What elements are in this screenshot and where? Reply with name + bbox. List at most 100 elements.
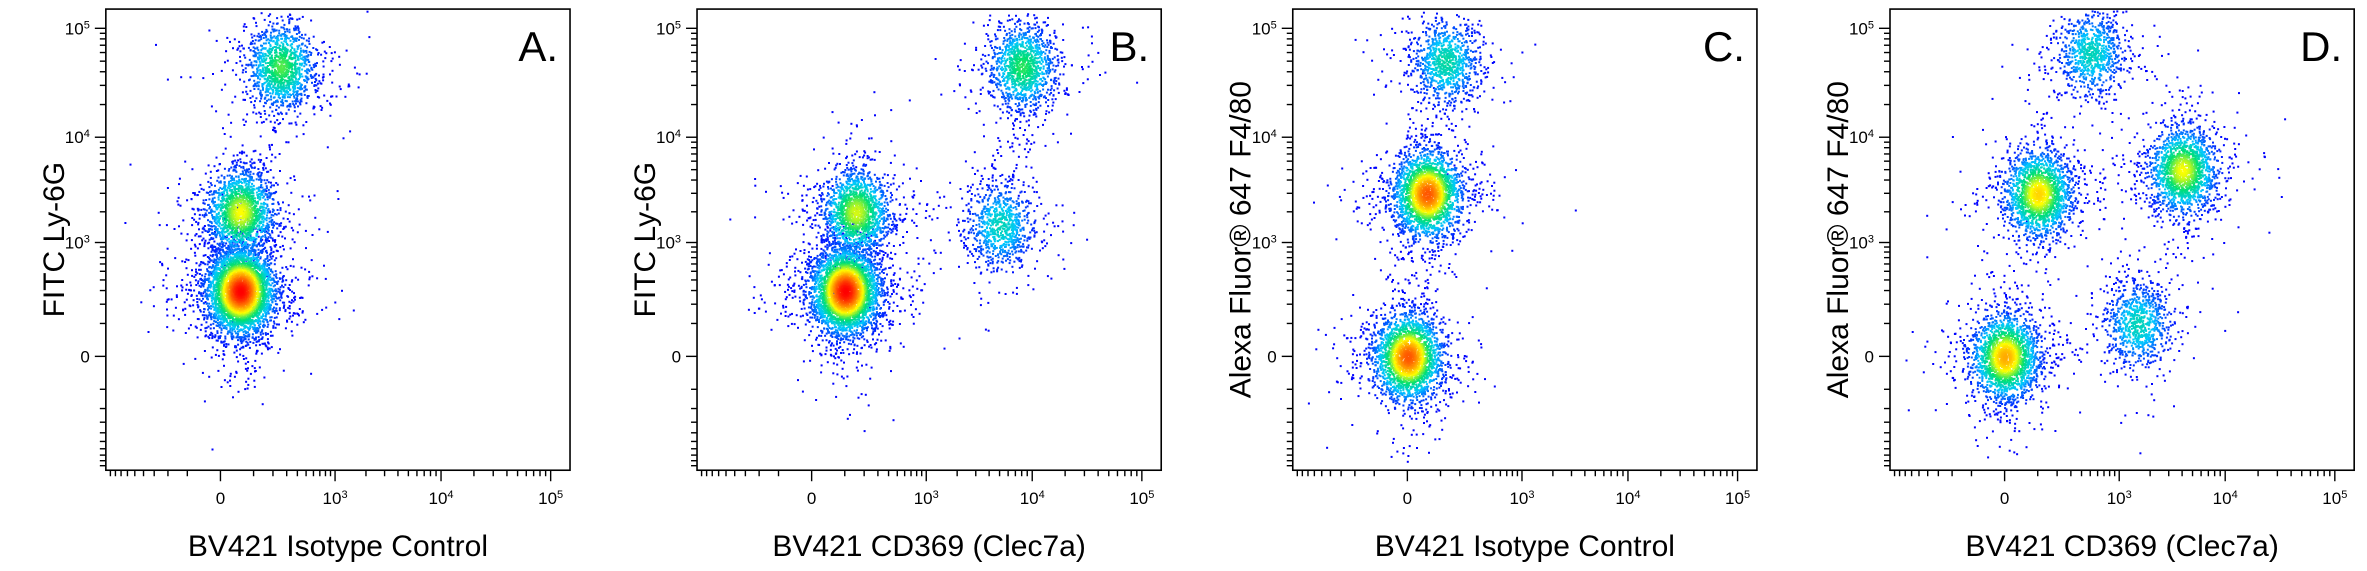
event-dot xyxy=(263,262,266,265)
event-dot xyxy=(210,259,213,262)
event-dot xyxy=(271,270,274,273)
event-dot xyxy=(257,175,260,178)
event-dot xyxy=(262,209,265,212)
event-dot xyxy=(275,281,278,284)
event-dot xyxy=(266,251,268,254)
event-dot xyxy=(236,241,239,243)
event-dot xyxy=(220,265,223,268)
event-dot xyxy=(177,203,180,206)
event-dot xyxy=(280,48,283,51)
event-dot xyxy=(231,232,233,235)
event-dot xyxy=(283,93,286,96)
event-dot xyxy=(278,277,281,280)
event-dot xyxy=(239,348,242,351)
event-dot xyxy=(165,300,168,303)
event-dot xyxy=(290,43,293,46)
event-dot xyxy=(224,257,227,260)
event-dot xyxy=(217,267,220,270)
event-dot xyxy=(206,302,208,305)
event-dot xyxy=(242,259,245,262)
event-dot xyxy=(211,199,214,202)
event-dot xyxy=(279,246,282,249)
event-dot xyxy=(267,188,270,191)
event-dot xyxy=(259,227,262,230)
event-dot xyxy=(300,97,303,100)
event-dot xyxy=(217,273,220,276)
event-dot xyxy=(253,367,256,370)
event-dot xyxy=(208,211,211,214)
event-dot xyxy=(261,250,264,253)
event-dot xyxy=(268,308,271,311)
event-dot xyxy=(260,178,263,181)
event-dot xyxy=(216,339,219,342)
event-dot xyxy=(225,247,228,249)
event-dot xyxy=(245,154,248,157)
event-dot xyxy=(276,77,279,80)
event-dot xyxy=(260,202,263,205)
event-dot xyxy=(299,85,302,88)
event-dot xyxy=(222,350,225,353)
event-dot xyxy=(287,204,290,207)
event-dot xyxy=(289,289,291,291)
event-dot xyxy=(237,176,240,179)
event-dot xyxy=(262,83,265,86)
event-dots xyxy=(124,10,371,451)
event-dot xyxy=(215,170,218,172)
event-dot xyxy=(278,93,281,95)
event-dot xyxy=(202,280,205,282)
event-dot xyxy=(285,266,288,269)
event-dot xyxy=(256,197,259,199)
event-dot xyxy=(234,241,237,244)
event-dot xyxy=(284,237,286,240)
event-dot xyxy=(283,81,286,84)
event-dot xyxy=(251,162,254,165)
event-dot xyxy=(262,162,265,165)
event-dot xyxy=(262,278,265,281)
event-dot xyxy=(248,78,251,81)
event-dot xyxy=(342,137,345,140)
event-dot xyxy=(249,176,252,179)
event-dot xyxy=(331,95,334,98)
event-dot xyxy=(274,245,277,248)
event-dot xyxy=(274,309,277,312)
event-dot xyxy=(263,230,266,233)
event-dot xyxy=(235,73,238,76)
event-dot xyxy=(207,286,210,289)
event-dot xyxy=(226,36,229,39)
event-dot xyxy=(304,229,307,232)
event-dot xyxy=(226,198,229,201)
event-dot xyxy=(242,178,245,181)
event-dot xyxy=(271,301,274,304)
event-dot xyxy=(208,305,211,308)
event-dot xyxy=(259,89,262,92)
event-dot xyxy=(257,158,260,161)
event-dot xyxy=(244,247,247,250)
event-dot xyxy=(210,272,213,275)
event-dot xyxy=(260,220,263,223)
event-dot xyxy=(186,233,189,236)
event-dot xyxy=(226,332,229,335)
event-dot xyxy=(260,44,262,47)
event-dot xyxy=(295,100,298,103)
event-dot xyxy=(205,334,208,337)
event-dot xyxy=(247,261,250,263)
event-dot xyxy=(210,208,213,211)
event-dot xyxy=(212,302,215,305)
event-dot xyxy=(237,360,240,363)
event-dot xyxy=(290,122,293,125)
event-dot xyxy=(317,53,319,56)
event-dot xyxy=(282,290,285,293)
event-dot xyxy=(239,242,242,245)
event-dot xyxy=(292,57,295,60)
event-dot xyxy=(260,231,263,234)
event-dot xyxy=(165,274,168,277)
event-dot xyxy=(268,232,271,235)
event-dot xyxy=(275,35,278,38)
event-dot xyxy=(241,236,244,239)
event-dot xyxy=(265,190,268,193)
event-dot xyxy=(275,90,278,93)
event-dot xyxy=(255,336,257,339)
event-dot xyxy=(243,243,245,246)
event-dot xyxy=(240,166,243,169)
event-dot xyxy=(295,123,298,126)
